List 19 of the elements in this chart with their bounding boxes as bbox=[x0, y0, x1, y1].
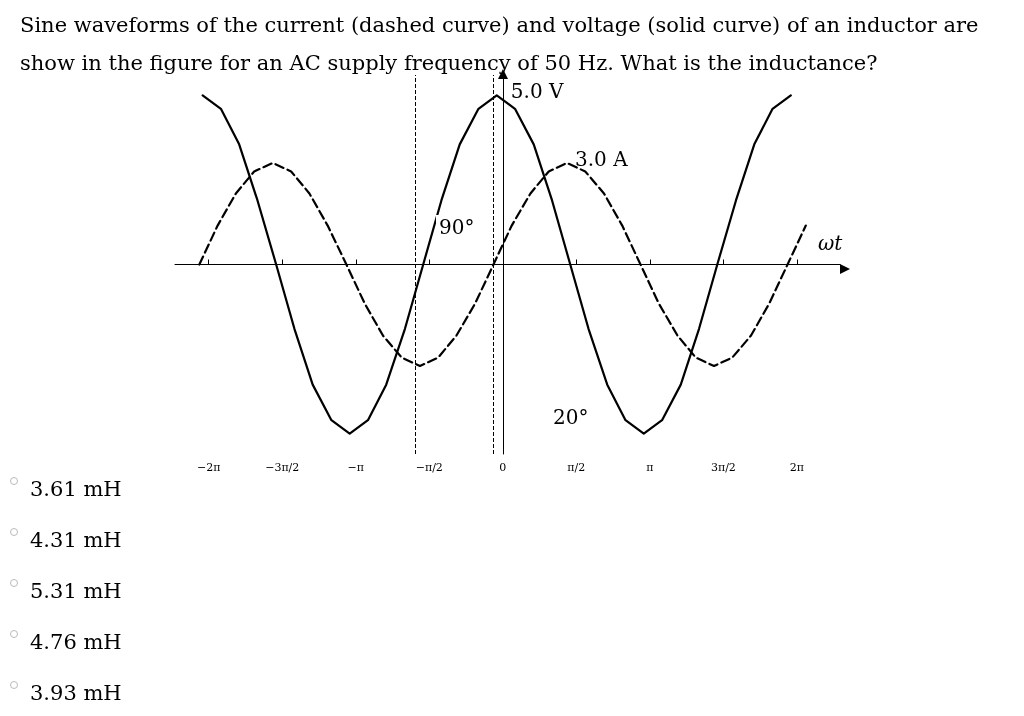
x-tick-label: −π/2 bbox=[415, 461, 443, 474]
x-tick-label: π/2 bbox=[567, 461, 586, 474]
text: 5.31 mH bbox=[30, 578, 122, 603]
x-tick-label: −2π bbox=[196, 461, 221, 474]
text: 3.93 mH bbox=[30, 680, 122, 705]
text: 3.61 mH bbox=[30, 476, 122, 501]
annotation: 20° bbox=[553, 405, 589, 429]
annotation: 90° bbox=[439, 215, 475, 239]
x-tick-label: 2π bbox=[789, 461, 805, 474]
x-tick-label: π bbox=[646, 461, 654, 474]
x-tick-label: 3π/2 bbox=[710, 461, 736, 474]
x-tick-label: −π bbox=[347, 461, 364, 474]
x-tick-label: −3π/2 bbox=[265, 461, 300, 474]
text: 4.76 mH bbox=[30, 629, 122, 654]
annotation: 5.0 V bbox=[510, 79, 564, 104]
annotation: 3.0 A bbox=[574, 146, 629, 171]
x-axis-title: ωt bbox=[818, 230, 844, 255]
x-tick-label: 0 bbox=[499, 461, 507, 474]
text: 4.31 mH bbox=[30, 527, 122, 552]
